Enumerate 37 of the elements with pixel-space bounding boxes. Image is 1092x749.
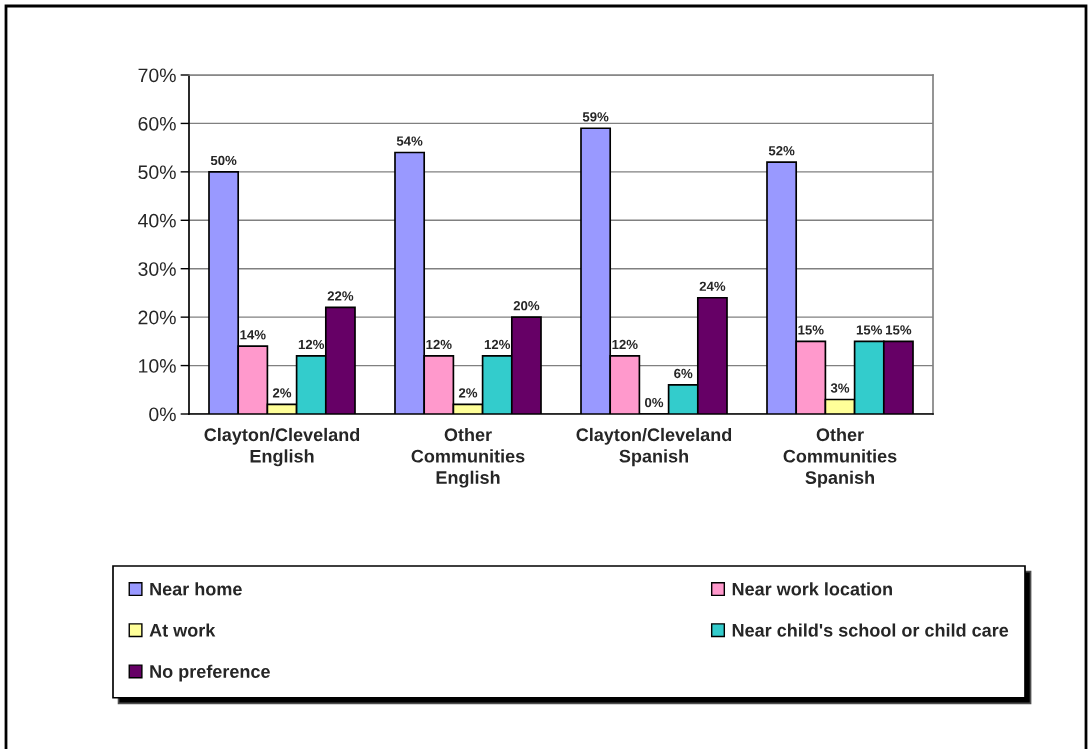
data-label: 15% <box>856 325 883 335</box>
data-label: 2% <box>458 388 478 398</box>
data-label: 2% <box>272 388 292 398</box>
data-label: 22% <box>327 291 354 301</box>
legend-label: Near home <box>150 582 242 596</box>
data-label: 59% <box>582 112 609 122</box>
x-tick-label: Clayton/Cleveland Spanish <box>576 427 732 467</box>
data-label: 15% <box>886 325 912 335</box>
y-tick-label: 60% <box>138 116 176 131</box>
x-tick-label: Clayton/Cleveland English <box>204 427 360 467</box>
data-label: 24% <box>699 281 726 291</box>
y-tick-label: 50% <box>138 165 176 180</box>
data-label: 3% <box>830 383 850 393</box>
y-tick-label: 20% <box>138 310 176 325</box>
data-label: 12% <box>484 339 511 350</box>
legend-label: No preference <box>150 664 270 682</box>
legend-label: At work <box>149 623 216 637</box>
y-tick-label: 10% <box>139 359 176 373</box>
data-label: 0% <box>644 397 664 408</box>
y-tick-label: 40% <box>138 213 176 228</box>
y-tick-label: 0% <box>149 407 176 422</box>
data-label: 12% <box>298 339 325 350</box>
data-label: 12% <box>426 339 452 350</box>
y-tick-label: 30% <box>138 262 176 276</box>
x-tick-label: Other Communities English <box>411 427 525 488</box>
data-label: 6% <box>674 368 693 379</box>
x-tick-label: Other Communities Spanish <box>783 427 897 488</box>
data-label: 15% <box>798 325 824 335</box>
y-tick-label: 70% <box>138 68 176 83</box>
data-label: 52% <box>768 146 795 156</box>
data-label: 50% <box>210 155 237 166</box>
legend-label: Near work location <box>732 582 892 596</box>
data-label: 12% <box>612 339 638 350</box>
data-label: 14% <box>240 330 266 340</box>
data-label: 54% <box>396 136 423 146</box>
data-label: 20% <box>513 301 540 311</box>
legend-label: Near child's school or child care <box>732 623 1009 637</box>
